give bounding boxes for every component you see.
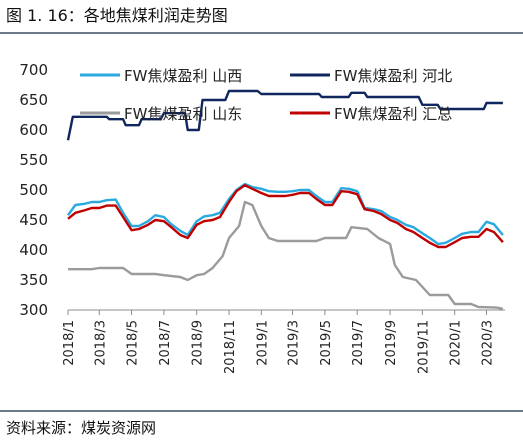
x-tick-label: 2019/9 [384, 320, 399, 366]
series-line [67, 184, 504, 249]
x-tick-label: 2018/5 [126, 320, 141, 366]
profit-line-chart: 300 350 400 450 500 550 600 650 700 2018/1 2018/3… [19, 61, 505, 374]
series-line [68, 200, 504, 310]
y-tick-label: 400 [19, 241, 48, 259]
y-tick-label: 300 [19, 301, 48, 319]
legend-label: FW焦煤盈利 河北 [334, 67, 452, 85]
x-tick-label: 2018/1 [62, 320, 77, 366]
y-tick-label: 700 [19, 61, 48, 79]
y-tick-label: 650 [19, 91, 48, 109]
series-line [66, 89, 503, 141]
x-tick-label: 2018/11 [223, 320, 238, 374]
x-tick-label: 2019/3 [287, 320, 302, 366]
x-tick-label: 2018/3 [93, 320, 108, 366]
series-lines [66, 89, 504, 310]
x-tick-label: 2018/9 [191, 320, 206, 366]
x-tick-label: 2020/1 [449, 320, 464, 366]
y-tick-label: 600 [19, 121, 48, 139]
x-tick-label: 2019/11 [416, 320, 431, 374]
x-tick-label: 2019/5 [319, 320, 334, 366]
legend-label: FW焦煤盈利 汇总 [334, 105, 452, 123]
y-tick-label: 550 [19, 151, 48, 169]
x-tick-label: 2020/3 [480, 320, 495, 366]
y-tick-label: 500 [19, 181, 48, 199]
figure-source: 资料来源：煤炭资源网 [6, 419, 157, 437]
x-tick-label: 2018/7 [158, 320, 173, 366]
legend-label: FW焦煤盈利 山西 [124, 67, 242, 85]
source-rule [0, 410, 523, 412]
x-tick-label: 2019/7 [351, 320, 366, 366]
x-axis: 2018/1 2018/3 2018/5 2018/7 2018/9 2018/11 201… [62, 309, 505, 374]
legend: FW焦煤盈利 山西 FW焦煤盈利 河北 FW焦煤盈利 山东 FW焦煤盈利 汇总 [80, 67, 452, 123]
x-tick-label: 2019/1 [255, 320, 270, 366]
y-tick-label: 350 [19, 271, 48, 289]
y-tick-label: 450 [19, 211, 48, 229]
y-axis: 300 350 400 450 500 550 600 650 700 [19, 61, 48, 319]
figure-title: 图 1. 16：各地焦煤利润走势图 [6, 6, 228, 25]
title-rule [0, 32, 523, 34]
legend-label: FW焦煤盈利 山东 [124, 105, 242, 123]
series-line [67, 182, 504, 246]
